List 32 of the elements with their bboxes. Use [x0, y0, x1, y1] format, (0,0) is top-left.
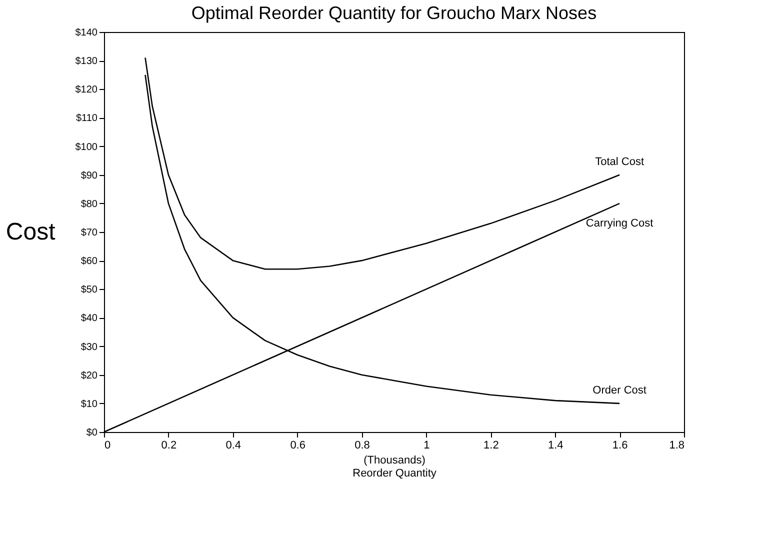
- y-tick-label: $30: [80, 342, 98, 353]
- y-tick-label: $140: [75, 28, 98, 38]
- x-tick-label: 1.2: [484, 440, 499, 452]
- x-axis-title: Reorder Quantity: [352, 468, 437, 480]
- y-tick-label: $100: [75, 142, 98, 153]
- y-tick-label: $60: [80, 256, 98, 268]
- y-tick-label: $80: [80, 198, 98, 210]
- y-axis-title: Cost: [6, 218, 56, 246]
- series-label: Total Cost: [595, 156, 644, 168]
- y-tick-label: $110: [76, 113, 98, 124]
- x-tick-label: 0.2: [161, 440, 177, 452]
- x-tick-label: 1: [424, 440, 430, 452]
- y-tick-label: $70: [80, 228, 98, 238]
- text: (Thousands): [364, 454, 426, 466]
- y-tick-label: $40: [80, 313, 98, 324]
- y-tick-label: $20: [80, 370, 98, 382]
- y-tick-label: $120: [75, 84, 98, 96]
- x-tick-label: 0.4: [226, 440, 242, 452]
- chart-title: Optimal Reorder Quantity for Groucho Marx Noses: [191, 3, 597, 23]
- y-tick-label: $90: [80, 170, 98, 182]
- x-tick-label: 0: [104, 440, 111, 452]
- y-tick-label: $130: [75, 56, 98, 68]
- x-tick-label: 0.6: [290, 440, 306, 452]
- y-tick-label: $10: [80, 398, 98, 410]
- x-tick-label: 0.8: [354, 440, 370, 452]
- x-tick-label: 1.4: [548, 440, 564, 452]
- x-tick-label: 1.6: [612, 440, 628, 452]
- series-label: Carrying Cost: [586, 217, 654, 230]
- y-tick-label: $0: [86, 428, 98, 438]
- x-tick-label: 1.8: [669, 440, 684, 452]
- series-label: Order Cost: [592, 384, 646, 396]
- y-tick-label: $50: [80, 284, 98, 296]
